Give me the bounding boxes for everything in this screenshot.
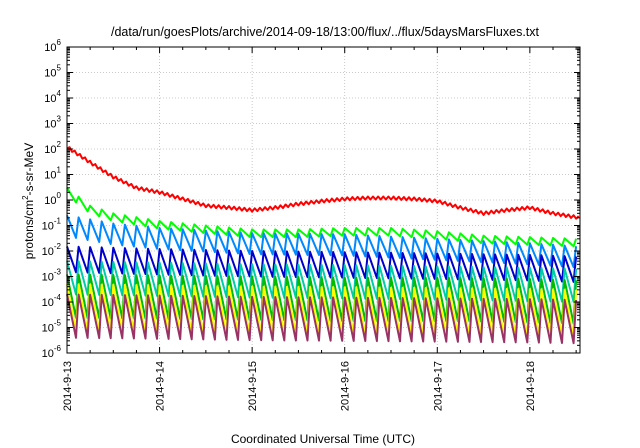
flux-series-line-4 (66, 245, 578, 283)
flux-series-line-3 (66, 215, 578, 269)
y-tick-label: 101 (44, 166, 61, 182)
flux-series-line-5 (66, 260, 578, 303)
flux-series-line-1 (66, 146, 580, 220)
y-tick-label: 10-5 (42, 319, 62, 335)
x-tick-label: 2014-9-17 (432, 361, 444, 411)
y-tick-label: 10-1 (42, 217, 62, 233)
flux-series-line-8 (66, 293, 578, 345)
x-axis-label: Coordinated Universal Time (UTC) (231, 432, 415, 446)
axis-ticks (66, 46, 580, 354)
y-tick-label: 103 (44, 115, 61, 131)
y-tick-label: 104 (44, 89, 61, 105)
y-tick-label: 105 (44, 64, 61, 80)
y-axis-label: protons/cm2-s-sr-MeV (21, 143, 36, 259)
y-tick-label: 106 (44, 38, 61, 54)
x-tick-labels: 2014-9-13 2014-9-14 2014-9-15 2014-9-16 2014… (62, 361, 537, 411)
x-tick-label: 2014-9-13 (62, 361, 74, 411)
y-tick-label: 10-3 (42, 268, 62, 284)
x-tick-label: 2014-9-14 (155, 361, 167, 411)
y-tick-label: 10-4 (42, 293, 62, 309)
y-tick-label: 100 (44, 191, 61, 207)
x-tick-label: 2014-9-15 (247, 361, 259, 411)
flux-series-line-2 (66, 187, 578, 248)
series-layer (66, 146, 580, 345)
y-tick-label: 10-6 (42, 344, 62, 360)
y-tick-label: 10-2 (42, 242, 62, 258)
y-tick-label: 102 (44, 140, 61, 156)
y-tick-labels: 10-6 10-5 10-4 10-3 10-2 10-1 100 101 102 103 104 1… (42, 38, 62, 360)
x-tick-label: 2014-9-18 (525, 361, 537, 411)
x-tick-label: 2014-9-16 (340, 361, 352, 411)
chart-title: /data/run/goesPlots/archive/2014-09-18/1… (111, 25, 540, 39)
